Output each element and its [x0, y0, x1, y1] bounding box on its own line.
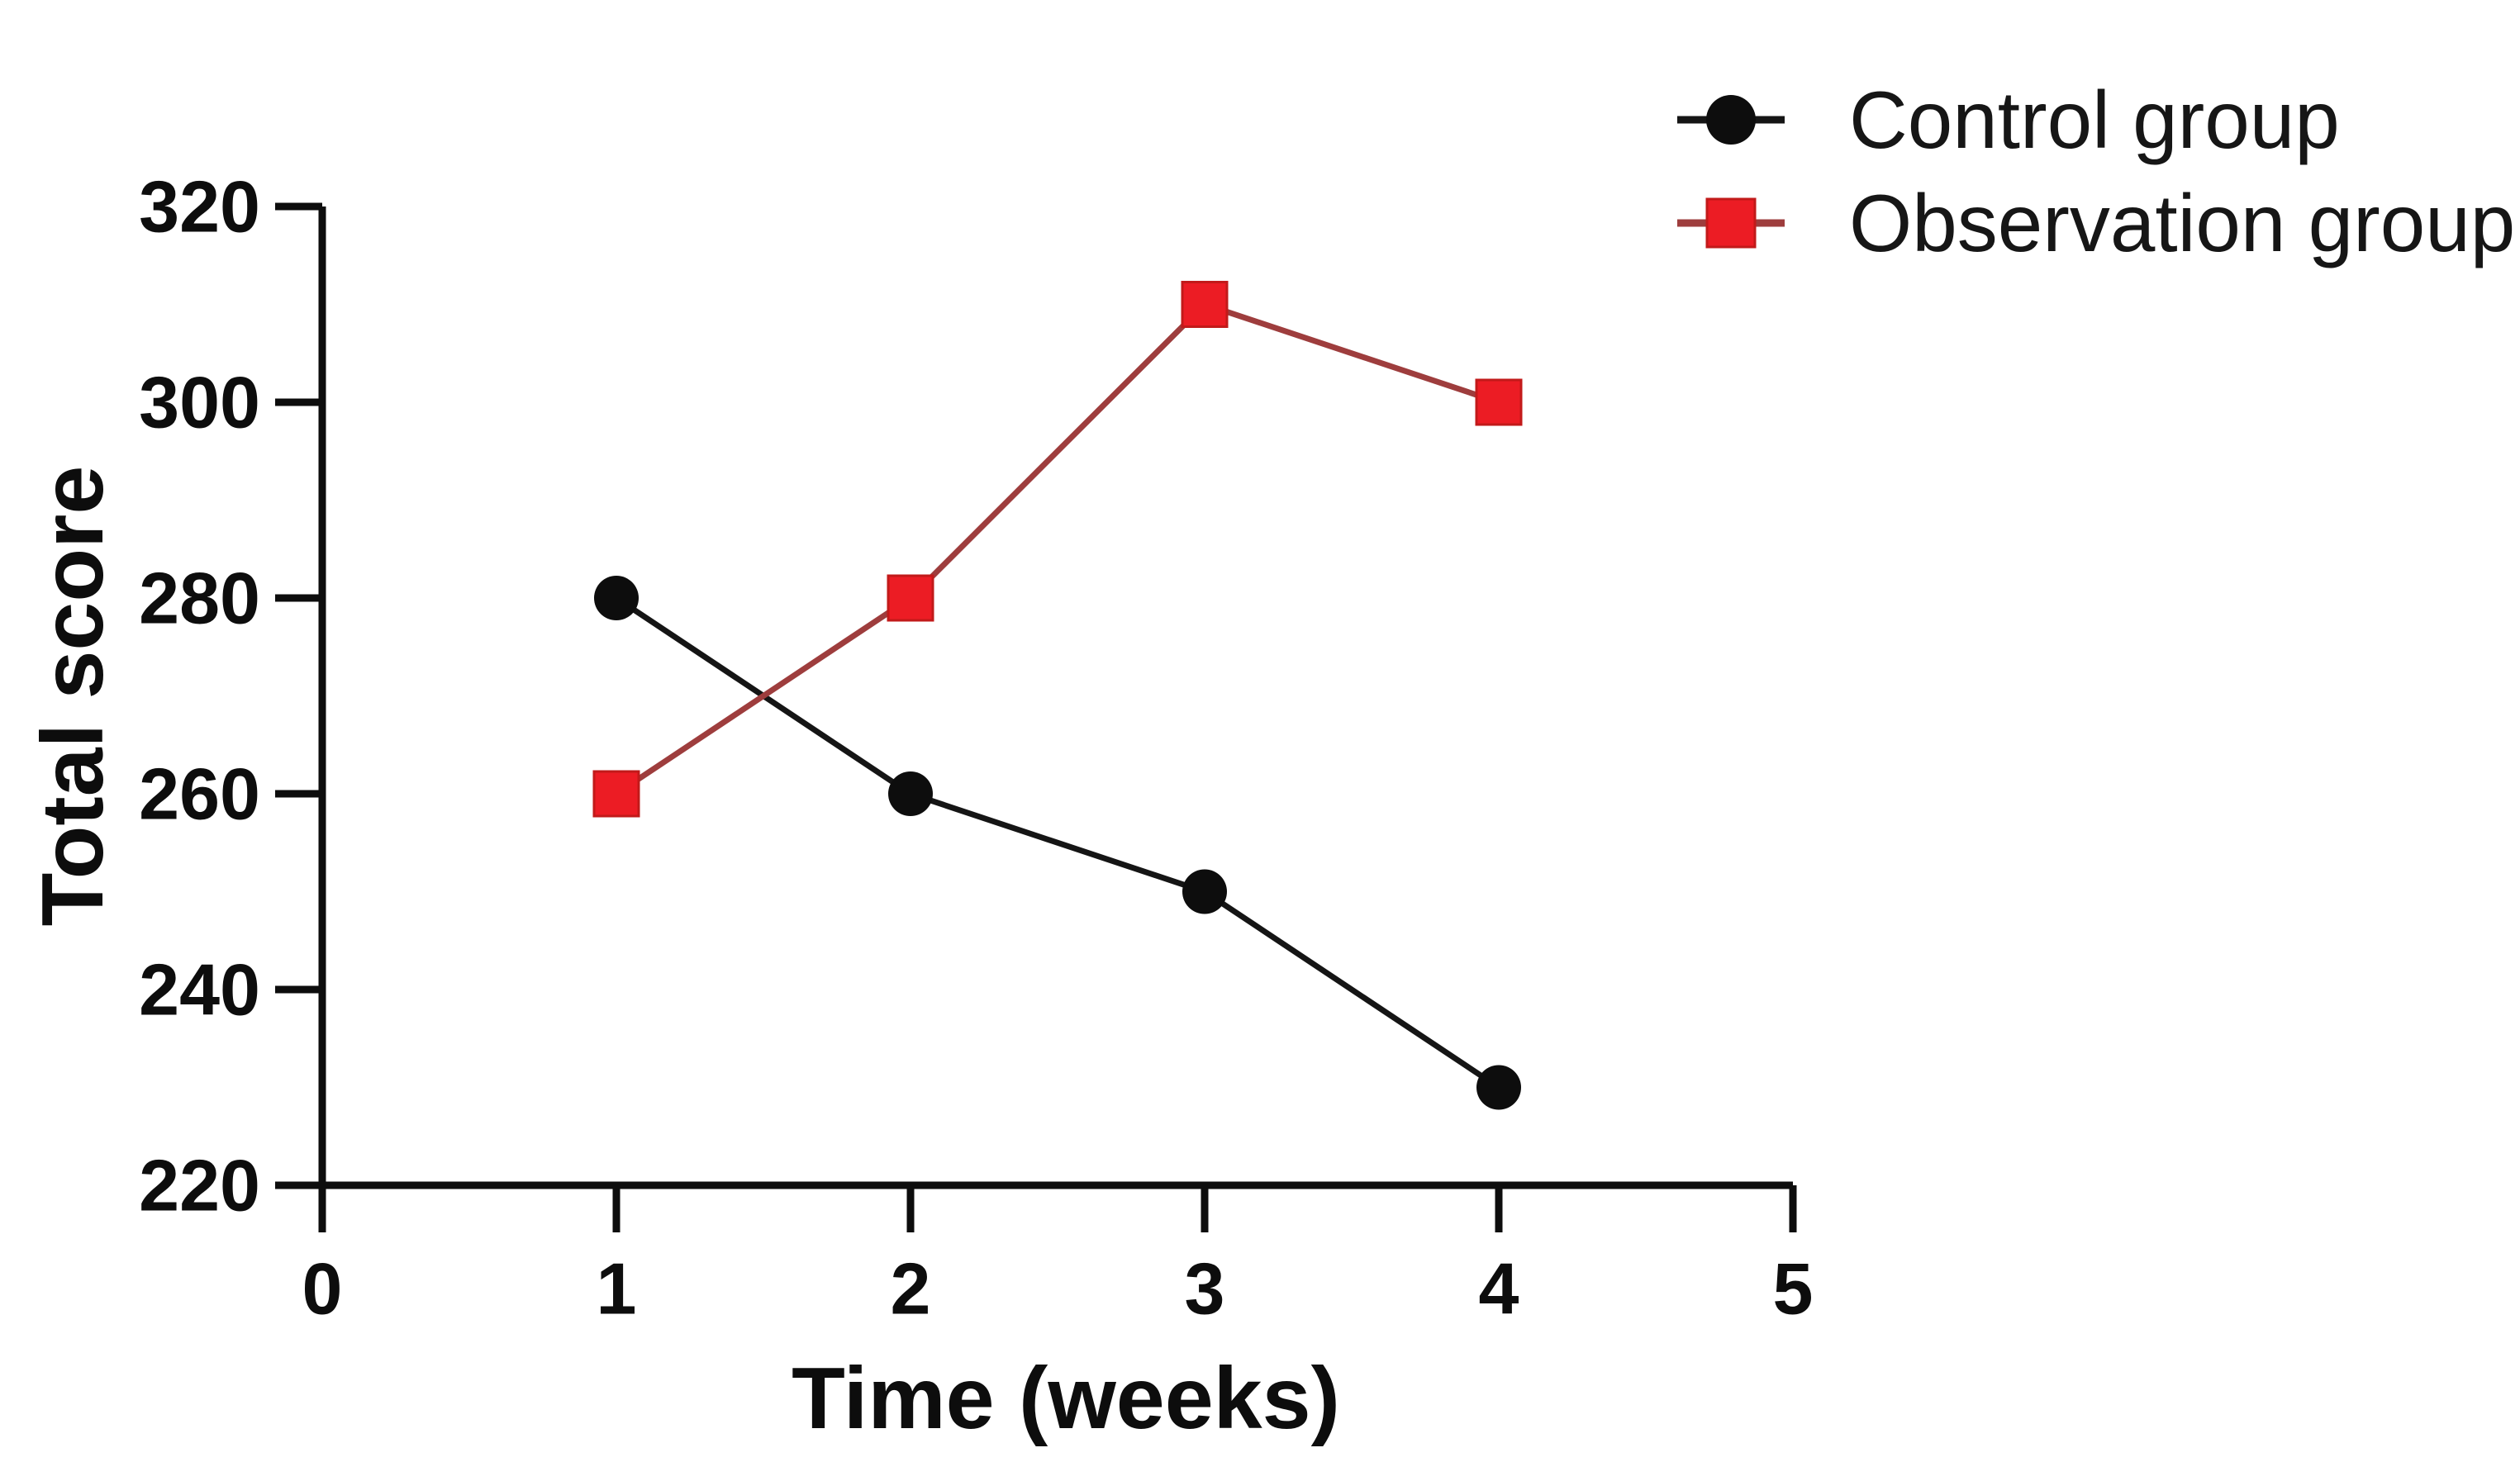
y-tick-label: 280	[139, 558, 260, 639]
y-tick-label: 320	[139, 166, 260, 248]
x-tick-label: 0	[302, 1248, 343, 1330]
legend-control-label: Control group	[1849, 74, 2340, 165]
legend-square-marker-icon	[1705, 197, 1757, 249]
series-observation-group	[592, 281, 1523, 818]
legend-item-control: Control group	[1677, 74, 2340, 165]
observation-point-marker	[1181, 281, 1229, 328]
legend-observation-label: Observation group	[1849, 178, 2515, 268]
control-line	[615, 596, 1500, 1090]
series-control-group	[594, 576, 1521, 1110]
legend-item-observation: Observation group	[1677, 178, 2515, 268]
legend: Control group Observation group	[1677, 74, 2515, 268]
y-tick-label: 240	[139, 949, 260, 1031]
observation-point-marker	[592, 770, 640, 818]
observation-point-marker	[887, 574, 934, 622]
y-tick-label: 300	[139, 362, 260, 444]
x-tick-label: 4	[1479, 1248, 1519, 1330]
control-point-marker	[594, 576, 639, 620]
y-tick-label: 260	[139, 753, 260, 835]
x-axis-title: Time (weeks)	[792, 1350, 1340, 1447]
x-tick-label: 1	[597, 1248, 637, 1330]
x-tick-label: 5	[1773, 1248, 1814, 1330]
control-point-marker	[888, 771, 933, 816]
observation-line	[615, 301, 1500, 796]
observation-point-marker	[1475, 378, 1523, 426]
y-tick-label: 220	[139, 1145, 260, 1227]
control-point-marker	[1182, 869, 1227, 914]
legend-circle-marker-icon	[1706, 95, 1756, 145]
y-axis-title: Total score	[24, 466, 121, 927]
control-point-marker	[1476, 1065, 1521, 1110]
x-tick-label: 3	[1185, 1248, 1225, 1330]
x-tick-label: 2	[891, 1248, 931, 1330]
